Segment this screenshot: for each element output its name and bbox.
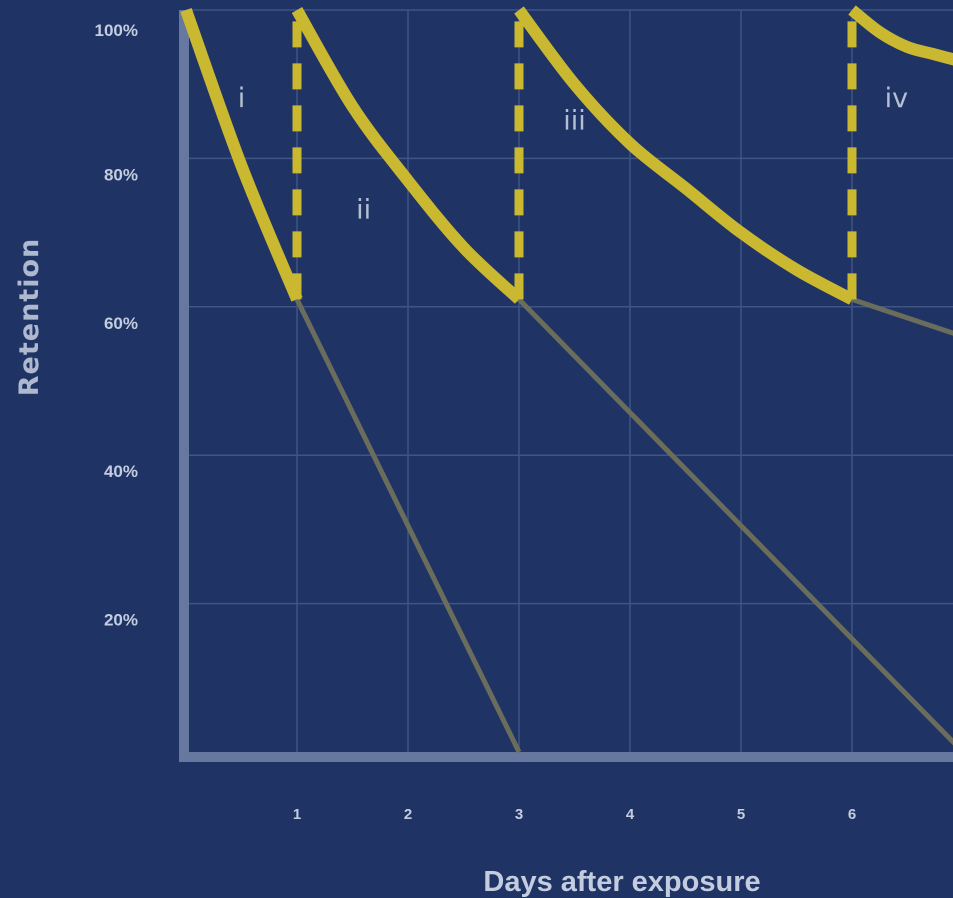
decay-line	[517, 297, 953, 746]
x-tick-label: 6	[848, 806, 856, 823]
x-axis-label: Days after exposure	[483, 866, 760, 898]
x-tick-label: 5	[737, 806, 745, 823]
retention-curve-ii	[291, 7, 524, 304]
retention-curve-iii	[514, 6, 855, 305]
review-lines	[292, 10, 857, 300]
axes	[179, 10, 953, 762]
retention-curve-i	[180, 7, 303, 302]
x-tick-label: 1	[293, 806, 301, 823]
y-tick-label: 60%	[104, 314, 138, 333]
annotation-label: iii	[563, 105, 586, 136]
x-tick-label: 2	[404, 806, 412, 823]
y-tick-label: 80%	[104, 165, 138, 184]
decay-lines	[294, 297, 953, 754]
annotation-label: i	[238, 83, 246, 114]
decay-line	[294, 298, 522, 754]
y-tick-label: 40%	[104, 462, 138, 481]
x-tick-labels: 1 2 3 4 5 6	[293, 806, 856, 823]
y-axis-label: Retention	[14, 238, 45, 396]
retention-curves	[180, 5, 953, 305]
grid-lines	[186, 9, 953, 752]
annotation-label: ii	[356, 194, 371, 225]
decay-line	[851, 297, 953, 336]
x-tick-label: 4	[626, 806, 635, 823]
x-tick-label: 3	[515, 806, 523, 823]
y-tick-label: 100%	[95, 21, 138, 40]
annotation-label: iv	[885, 83, 909, 114]
y-tick-label: 20%	[104, 611, 138, 630]
y-tick-labels: 20% 40% 60% 80% 100%	[95, 21, 138, 630]
retention-curve-iv	[848, 5, 953, 66]
